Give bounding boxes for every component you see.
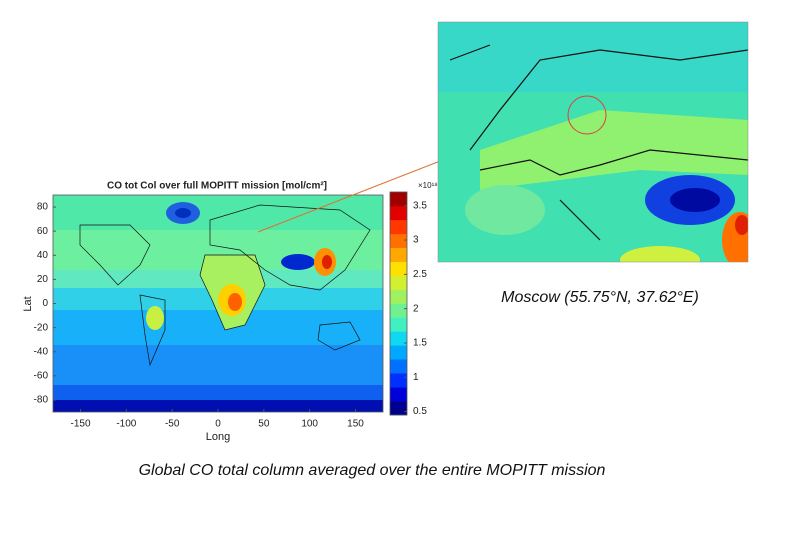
y-tick-label: 40 (37, 250, 49, 261)
colorbar-swatch (390, 247, 407, 262)
colorbar-exponent: ×10¹⁸ (418, 181, 438, 190)
x-tick-label: -100 (116, 419, 136, 430)
colorbar-tick-label: 2.5 (413, 269, 427, 280)
y-tick-label: 60 (37, 226, 49, 237)
colorbar-frame (389, 191, 408, 416)
y-tick-label: 0 (42, 298, 48, 309)
colorbar-swatch (390, 345, 407, 360)
x-tick-label: 150 (347, 419, 364, 430)
colorbar-swatch (390, 233, 407, 249)
colorbar-swatch (390, 275, 407, 290)
colorbar-tick-label: 1 (413, 372, 419, 383)
colorbar-swatch (390, 387, 407, 402)
colorbar-swatch (390, 373, 407, 388)
map-field (53, 195, 383, 412)
colorbar-swatch (390, 401, 407, 416)
colorbar-swatch (390, 192, 407, 207)
colorbar-tick-label: 3 (413, 235, 419, 246)
figure-caption: Global CO total column averaged over the… (139, 462, 606, 479)
colorbar-tick-label: 2 (413, 303, 419, 314)
colorbar-swatch (390, 303, 407, 318)
x-axis-label: Long (206, 431, 230, 443)
y-tick-label: -80 (34, 395, 49, 406)
y-tick-label: -60 (34, 370, 49, 381)
x-tick-label: 50 (258, 419, 270, 430)
inset-caption: Moscow (55.75°N, 37.62°E) (501, 289, 699, 306)
x-tick-label: -50 (165, 419, 180, 430)
colorbar-swatch (390, 205, 407, 221)
y-tick-label: -20 (34, 322, 49, 333)
colorbar-tick-label: 1.5 (413, 338, 427, 349)
colorbar-swatch (390, 219, 407, 235)
inset-frame (437, 21, 749, 263)
chart-title: CO tot Col over full MOPITT mission [mol… (107, 181, 327, 192)
y-tick-label: -40 (34, 346, 49, 357)
colorbar-tick-label: 0.5 (413, 406, 427, 417)
colorbar-swatch (390, 289, 407, 304)
colorbar-tick-label: 3.5 (413, 200, 427, 211)
x-tick-label: -150 (70, 419, 90, 430)
y-tick-label: 20 (37, 274, 49, 285)
y-axis-label: Lat (22, 296, 34, 311)
x-tick-label: 100 (301, 419, 318, 430)
moscow-marker (567, 95, 607, 135)
inset-map (438, 22, 748, 262)
colorbar-swatch (390, 317, 407, 332)
colorbar-swatch (390, 359, 407, 374)
colorbar-swatch (390, 261, 407, 276)
y-tick-label: 80 (37, 202, 49, 213)
colorbar-swatch (390, 331, 407, 346)
x-tick-label: 0 (215, 419, 221, 430)
